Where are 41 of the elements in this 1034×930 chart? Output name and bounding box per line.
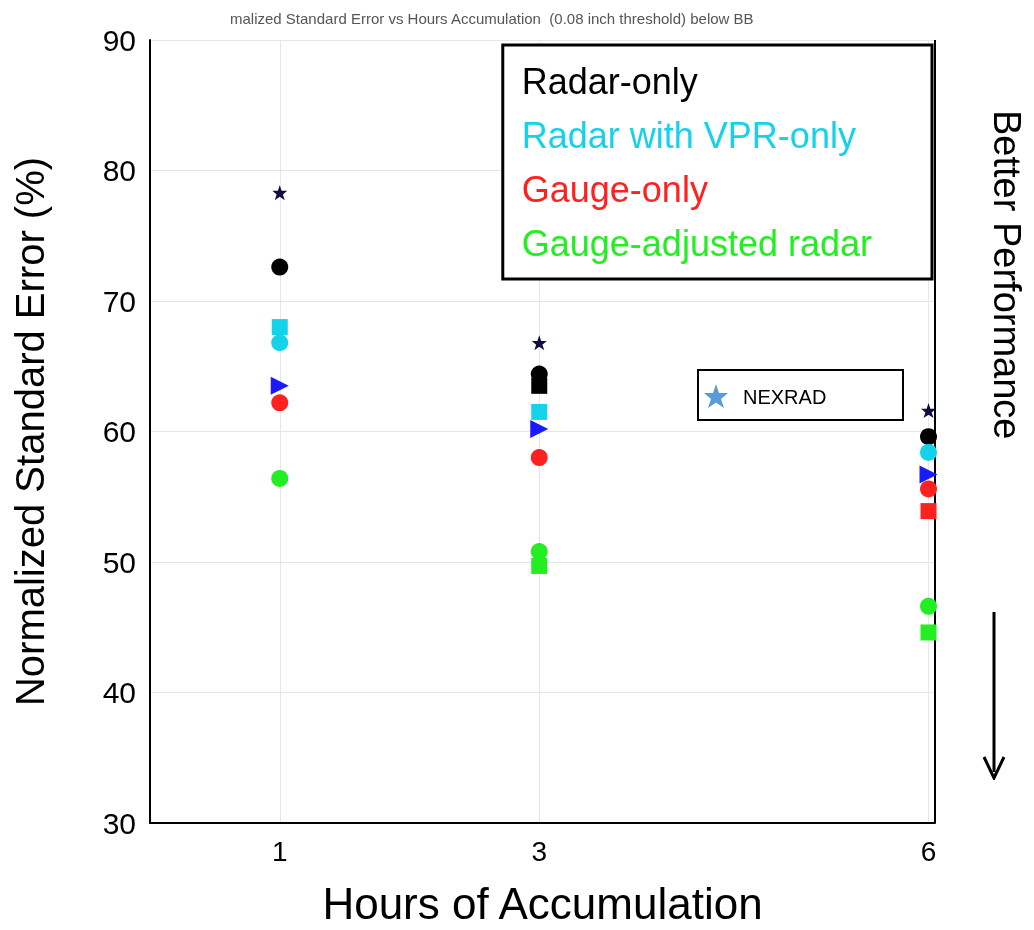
y-tick-label: 40	[102, 676, 136, 709]
point	[530, 419, 549, 438]
point	[920, 480, 938, 498]
y-tick-label: 30	[102, 806, 136, 840]
point	[920, 624, 937, 641]
text: Gauge-adjusted radar	[521, 222, 873, 264]
point	[271, 319, 288, 336]
y-tick-label: 50	[102, 545, 136, 579]
legend-box: NEXRAD	[697, 369, 904, 421]
point	[919, 465, 938, 484]
text: Gauge-only	[521, 168, 708, 210]
y-tick-label: 90	[102, 23, 136, 57]
point	[531, 403, 548, 420]
point	[921, 403, 937, 419]
point	[920, 597, 938, 615]
point	[531, 377, 548, 394]
text: Better Performance	[985, 110, 1028, 440]
point	[271, 334, 289, 352]
chart-title: malized Standard Error vs Hours Accumulation (0.08 inch threshold) below BB	[230, 10, 754, 27]
y-axis-title: Normalized Standard Error (%)	[8, 156, 52, 707]
x-axis-title: Hours of Accumulation	[322, 878, 763, 928]
point	[920, 503, 937, 520]
x-tick-label: 6	[920, 835, 937, 867]
x-tick-label: 3	[531, 835, 548, 867]
point	[271, 258, 289, 276]
point	[920, 428, 938, 446]
y-tick-label: 70	[102, 284, 136, 318]
text: Radar with VPR-only	[521, 114, 856, 156]
point	[270, 376, 289, 395]
point	[920, 443, 938, 461]
annotation: NEXRAD	[743, 386, 827, 409]
point	[530, 449, 548, 467]
x-tick-label: 1	[271, 835, 288, 867]
point	[271, 469, 289, 487]
point	[531, 335, 547, 351]
point	[531, 557, 548, 574]
point	[272, 185, 288, 201]
text: Radar-only	[521, 60, 698, 102]
y-tick-label: 60	[102, 415, 136, 448]
point	[271, 394, 289, 412]
y-tick-label: 80	[102, 154, 136, 187]
